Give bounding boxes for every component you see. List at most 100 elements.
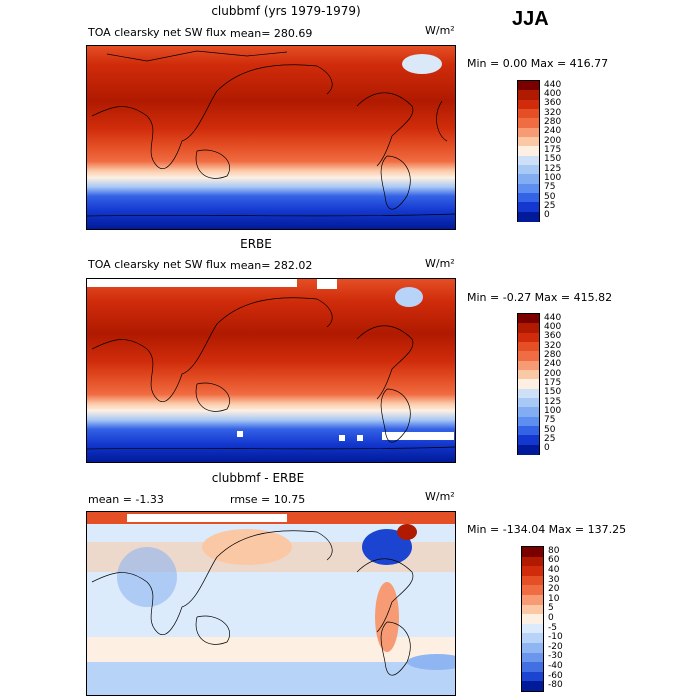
panel2-variable-label: TOA clearsky net SW flux [88,258,227,271]
colorbar-swatch [518,314,539,324]
panel2-map [86,278,456,463]
colorbar-tick-label: 50 [544,424,556,435]
colorbar-swatch [522,614,543,625]
colorbar-tick-label: 440 [544,79,562,90]
colorbar-swatch [518,332,539,343]
colorbar-tick-label: 150 [544,154,562,165]
colorbar-swatch [518,90,539,101]
colorbar-swatch [518,99,539,110]
panel1-units-label: W/m² [425,24,455,37]
colorbar-swatch [518,342,539,352]
panel1-minmax-label: Min = 0.00 Max = 416.77 [467,57,609,70]
colorbar-swatch [518,137,539,147]
panel3-colorbar-swatches [521,546,544,692]
colorbar-tick-label: 280 [544,350,562,360]
colorbar-tick-label: 100 [544,173,562,183]
colorbar-tick-label: 360 [544,98,562,109]
panel1-map-field [87,46,455,229]
colorbar-tick-label: 400 [544,89,562,99]
colorbar-tick-label: -40 [548,661,563,671]
colorbar-swatch [522,623,543,634]
colorbar-swatch [518,398,539,408]
panel3-units-label: W/m² [425,490,455,503]
colorbar-tick-label: 125 [544,396,562,407]
colorbar-swatch [518,388,539,399]
colorbar-tick-label: 240 [544,359,562,370]
colorbar-swatch [518,193,539,203]
colorbar-tick-label: -30 [548,651,563,662]
colorbar-swatch [522,633,543,644]
colorbar-swatch [518,146,539,157]
colorbar-tick-label: 60 [548,555,560,566]
colorbar-swatch [522,671,543,682]
colorbar-tick-label: 400 [544,322,562,332]
colorbar-tick-label: 150 [544,387,562,398]
colorbar-swatch [522,604,543,615]
colorbar-swatch [518,370,539,380]
colorbar-tick-label: -60 [548,670,563,681]
colorbar-tick-label: 25 [544,434,556,444]
panel3-title: clubbmf - ERBE [211,471,305,485]
colorbar-swatch [522,652,543,663]
panel2-mean-label: mean= 282.02 [230,259,313,272]
panel2-colorbar-swatches [517,313,540,455]
colorbar-tick-label: 320 [544,107,562,118]
colorbar-tick-label: 280 [544,117,562,127]
colorbar-tick-label: -20 [548,641,563,652]
colorbar-swatch [522,681,543,692]
panel2-map-field [87,279,455,462]
panel3-map-field [87,512,455,695]
colorbar-tick-label: 25 [544,201,556,211]
colorbar-tick-label: 20 [548,584,560,595]
colorbar-swatch [518,379,539,390]
colorbar-tick-label: -80 [548,680,563,691]
colorbar-swatch [522,643,543,653]
colorbar-swatch [518,211,539,222]
panel1-mean-label: mean= 280.69 [230,27,313,40]
panel1-title: clubbmf (yrs 1979-1979) [211,4,361,18]
colorbar-tick-label: 200 [544,135,562,146]
colorbar-swatch [518,155,539,166]
colorbar-swatch [518,444,539,455]
colorbar-swatch [518,407,539,418]
panel2-title: ERBE [240,237,272,251]
colorbar-swatch [518,109,539,119]
colorbar-tick-label: 0 [544,210,550,221]
colorbar-swatch [518,435,539,446]
panel3-minmax-label: Min = -134.04 Max = 137.25 [467,523,627,536]
colorbar-swatch [522,566,543,577]
panel1-colorbar-swatches [517,80,540,222]
colorbar-swatch [518,202,539,213]
colorbar-tick-label: -5 [548,622,557,633]
colorbar-swatch [522,585,543,596]
colorbar-swatch [518,416,539,427]
colorbar-tick-label: 200 [544,368,562,379]
colorbar-swatch [522,662,543,673]
colorbar-swatch [522,556,543,567]
colorbar-tick-label: 0 [544,443,550,454]
colorbar-tick-label: 30 [548,574,560,585]
colorbar-tick-label: 240 [544,126,562,137]
panel3-mean-label: mean = -1.33 [88,493,164,506]
colorbar-tick-label: -10 [548,632,563,643]
colorbar-swatch [518,351,539,362]
colorbar-swatch [518,426,539,436]
panel1-variable-label: TOA clearsky net SW flux [88,26,227,39]
colorbar-swatch [518,174,539,185]
colorbar-tick-label: 125 [544,163,562,174]
colorbar-swatch [522,595,543,605]
colorbar-swatch [518,118,539,129]
colorbar-tick-label: 100 [544,406,562,416]
panel1-map [86,45,456,230]
colorbar-tick-label: 80 [548,545,560,556]
colorbar-swatch [518,127,539,138]
colorbar-tick-label: 320 [544,340,562,351]
panel3-rmse-label: rmse = 10.75 [230,493,306,506]
colorbar-tick-label: 75 [544,182,556,193]
colorbar-swatch [518,165,539,175]
colorbar-swatch [518,183,539,194]
colorbar-tick-label: 440 [544,312,562,323]
colorbar-swatch [518,323,539,334]
colorbar-tick-label: 175 [544,145,562,155]
colorbar-swatch [518,360,539,371]
